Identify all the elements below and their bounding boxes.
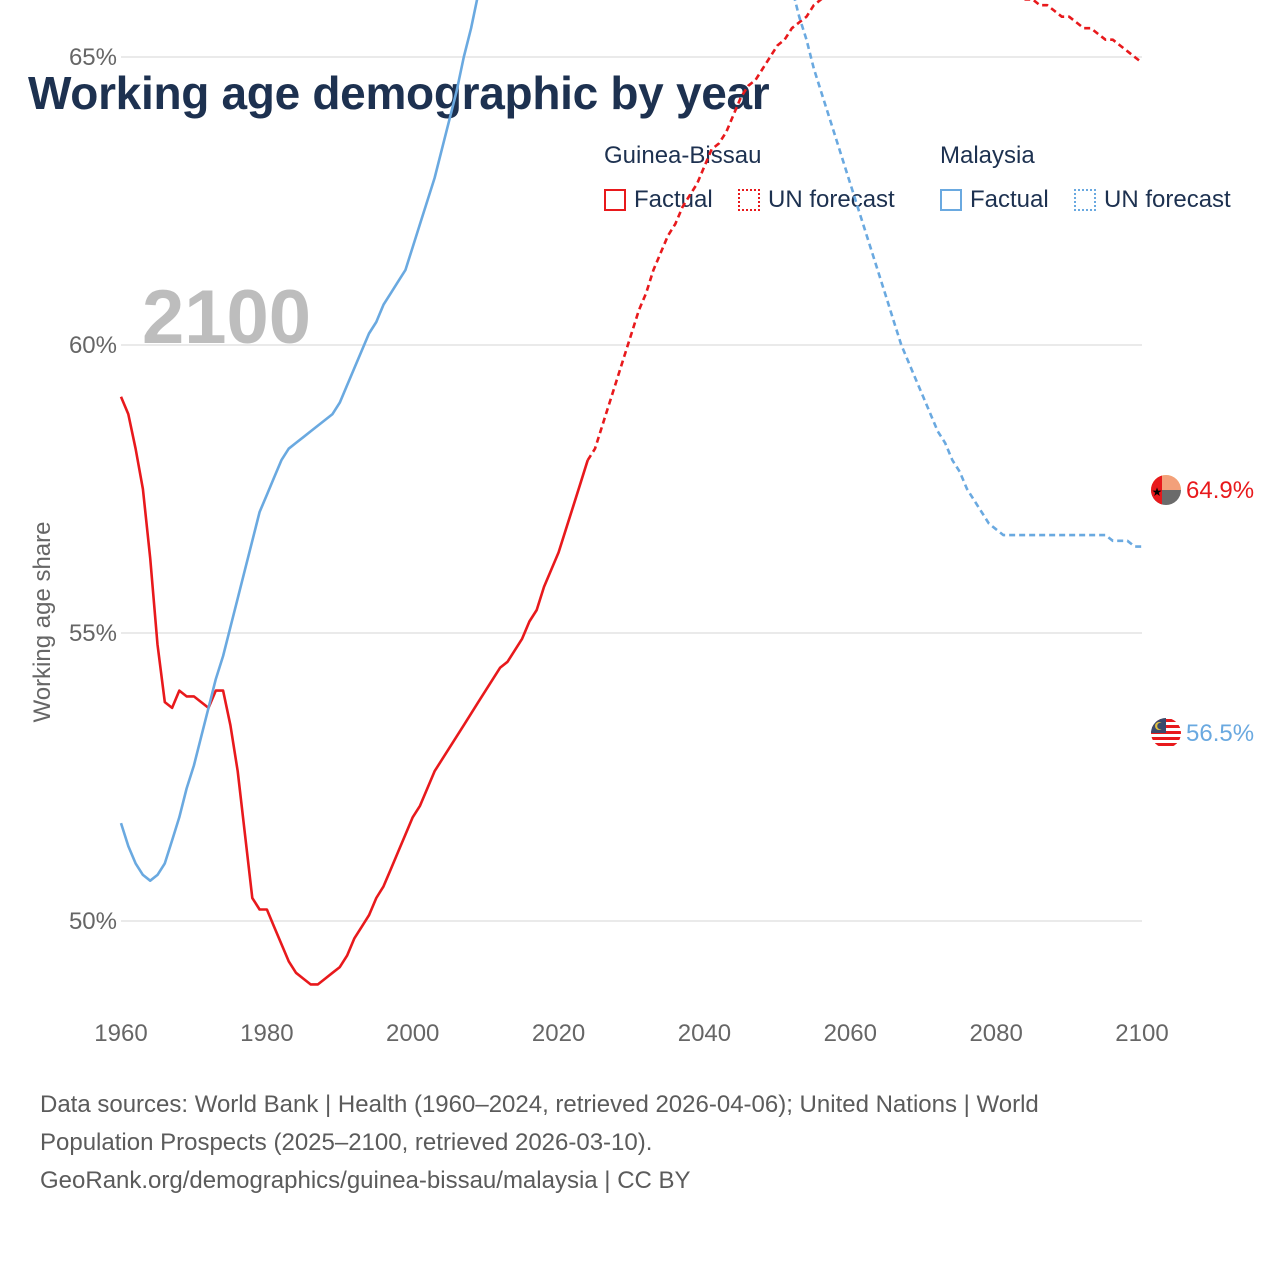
legend-item-guinea-bissau-forecast[interactable]: UN forecast — [738, 186, 895, 214]
legend-group-name: Guinea-Bissau — [604, 142, 762, 169]
legend-item-malaysia-factual[interactable]: Factual — [940, 186, 1049, 214]
y-tick-label: 50% — [69, 908, 117, 935]
y-tick-label: 60% — [69, 332, 117, 359]
grid-lines — [121, 56, 1142, 922]
legend-label: Factual — [970, 186, 1049, 213]
chart-title: Working age demographic by year — [28, 67, 770, 119]
y-axis-label: Working age share — [29, 522, 56, 723]
y-tick-label: 65% — [69, 44, 117, 71]
legend-label: UN forecast — [1104, 186, 1231, 213]
x-tick-label: 1960 — [94, 1020, 147, 1047]
footer-line: Data sources: World Bank | Health (1960–… — [40, 1091, 1039, 1118]
end-label-malaysia: 56.5% — [1186, 720, 1254, 747]
legend-item-guinea-bissau-factual[interactable]: Factual — [604, 186, 713, 214]
legend-swatch-dotted — [738, 189, 760, 211]
legend-swatch-solid — [604, 189, 626, 211]
x-axis-ticks: 1960 1980 2000 2020 2040 2060 2080 2100 — [94, 1020, 1168, 1047]
legend-item-malaysia-forecast[interactable]: UN forecast — [1074, 186, 1231, 214]
x-tick-label: 2060 — [824, 1020, 877, 1047]
series-line-guinea-bissau-factual[interactable] — [119, 396, 589, 986]
series-layer — [119, 0, 1143, 986]
year-overlay: 2100 — [142, 275, 311, 360]
end-label-guinea-bissau: 64.9% — [1186, 477, 1254, 504]
legend-swatch-dotted — [1074, 189, 1096, 211]
x-tick-label: 1980 — [240, 1020, 293, 1047]
x-tick-label: 2020 — [532, 1020, 585, 1047]
legend-label: Factual — [634, 186, 713, 213]
footer-link[interactable]: GeoRank.org/demographics/guinea-bissau/m… — [40, 1167, 691, 1194]
legend-swatch-solid — [940, 189, 962, 211]
series-line-guinea-bissau-forecast[interactable] — [586, 0, 1143, 461]
x-tick-label: 2100 — [1115, 1020, 1168, 1047]
series-line-malaysia-forecast[interactable] — [588, 0, 1142, 548]
legend-group-name: Malaysia — [940, 142, 1035, 169]
malaysia-flag-icon — [1151, 718, 1181, 748]
guinea-bissau-flag-icon: ★ — [1151, 475, 1181, 505]
y-tick-label: 55% — [69, 620, 117, 647]
x-tick-label: 2080 — [969, 1020, 1022, 1047]
footer-sources: Data sources: World Bank | Health (1960–… — [40, 1086, 1240, 1200]
x-tick-label: 2000 — [386, 1020, 439, 1047]
legend-label: UN forecast — [768, 186, 895, 213]
footer-line: Population Prospects (2025–2100, retriev… — [40, 1129, 653, 1156]
y-axis-ticks: 50%55%60%65%70% — [69, 44, 117, 935]
series-line-malaysia-factual[interactable] — [119, 0, 588, 883]
x-tick-label: 2040 — [678, 1020, 731, 1047]
svg-text:★: ★ — [1152, 485, 1163, 499]
